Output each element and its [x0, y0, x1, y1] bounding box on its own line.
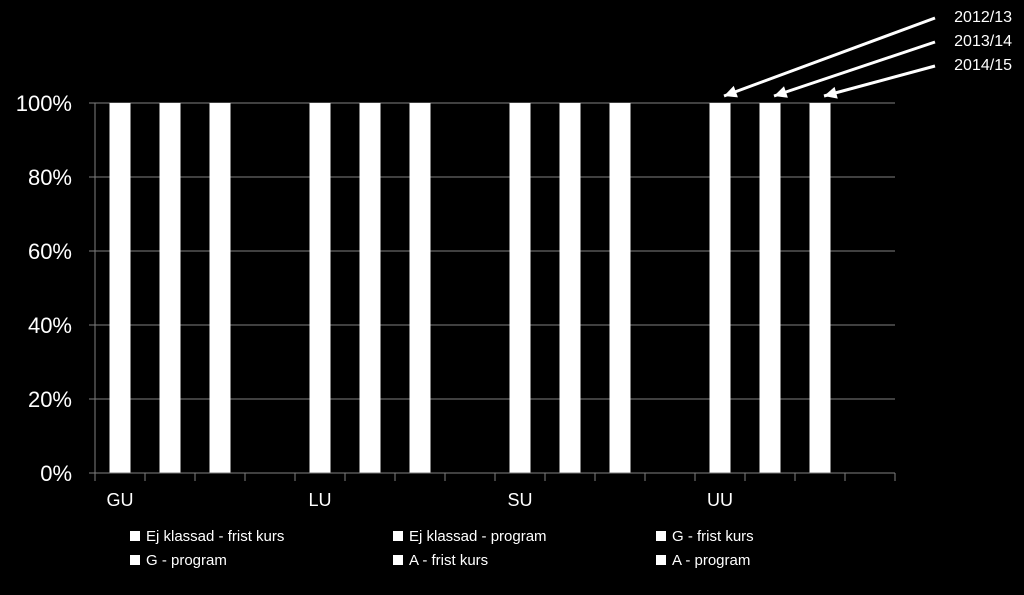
bars — [109, 103, 831, 473]
bar-su-2012-13 — [509, 103, 531, 473]
bar-su-2013-14 — [559, 103, 581, 473]
bar-uu-2013-14 — [759, 103, 781, 473]
year-annotation-label: 2014/15 — [954, 57, 1012, 74]
x-category-label: UU — [707, 490, 733, 510]
x-axis: GU LU SU UU — [94, 472, 896, 510]
legend-label: G - frist kurs — [672, 527, 754, 545]
bar-lu-2013-14 — [359, 103, 381, 473]
legend-item: A - frist kurs — [393, 551, 656, 569]
legend-label: A - program — [672, 551, 751, 569]
legend-swatch — [393, 555, 403, 565]
annotation-arrow — [723, 16, 936, 98]
bar-gu-2012-13 — [109, 103, 131, 473]
legend-swatch — [130, 531, 140, 541]
legend-item: G - program — [130, 551, 393, 569]
x-category-label: LU — [308, 490, 331, 510]
year-annotation-label: 2012/13 — [954, 9, 1012, 26]
bar-lu-2014-15 — [409, 103, 431, 473]
legend-swatch — [656, 531, 666, 541]
y-tick-label: 20% — [28, 387, 72, 412]
legend-label: G - program — [146, 551, 227, 569]
y-tick-label: 60% — [28, 239, 72, 264]
year-annotations: 2012/13 2013/14 2014/15 — [723, 9, 1012, 99]
legend: Ej klassad - frist kurs Ej klassad - prog… — [130, 527, 890, 569]
annotation-arrow — [823, 64, 936, 98]
legend-swatch — [130, 555, 140, 565]
y-axis: 0% 20% 40% 60% 80% 100% — [16, 91, 96, 486]
legend-label: Ej klassad - program — [409, 527, 547, 545]
arrowhead — [724, 85, 738, 98]
legend-item: G - frist kurs — [656, 527, 890, 545]
legend-item: A - program — [656, 551, 890, 569]
bar-lu-2012-13 — [309, 103, 331, 473]
bar-su-2014-15 — [609, 103, 631, 473]
legend-label: Ej klassad - frist kurs — [146, 527, 285, 545]
y-tick-label: 80% — [28, 165, 72, 190]
x-category-label: GU — [107, 490, 134, 510]
x-category-label: SU — [507, 490, 532, 510]
y-tick-label: 100% — [16, 91, 72, 116]
bar-uu-2014-15 — [809, 103, 831, 473]
y-tick-label: 0% — [40, 461, 72, 486]
y-tick-label: 40% — [28, 313, 72, 338]
legend-item: Ej klassad - frist kurs — [130, 527, 393, 545]
bar-gu-2013-14 — [159, 103, 181, 473]
year-annotation-label: 2013/14 — [954, 33, 1012, 50]
annotation-arrow — [773, 40, 936, 98]
bar-gu-2014-15 — [209, 103, 231, 473]
arrowhead — [774, 86, 788, 98]
bar-uu-2012-13 — [709, 103, 731, 473]
arrowhead — [824, 86, 838, 99]
legend-label: A - frist kurs — [409, 551, 489, 569]
legend-swatch — [393, 531, 403, 541]
legend-swatch — [656, 555, 666, 565]
legend-item: Ej klassad - program — [393, 527, 656, 545]
